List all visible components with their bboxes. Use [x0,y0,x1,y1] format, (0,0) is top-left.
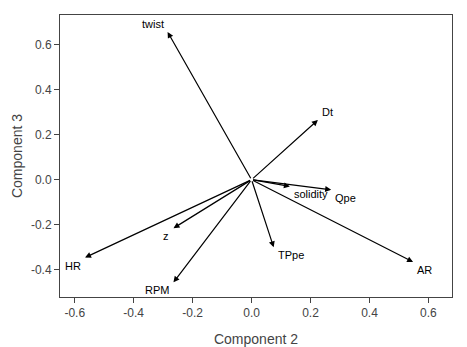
svg-text:0.6: 0.6 [420,306,437,320]
svg-text:HR: HR [65,260,81,272]
svg-text:twist: twist [142,18,164,30]
svg-text:-0.4: -0.4 [123,306,144,320]
svg-text:z: z [163,230,169,242]
svg-text:0.4: 0.4 [361,306,378,320]
svg-text:-0.2: -0.2 [31,218,52,232]
svg-text:0.6: 0.6 [35,38,52,52]
svg-text:-0.4: -0.4 [31,263,52,277]
svg-text:solidity: solidity [294,188,328,200]
svg-text:0.4: 0.4 [35,83,52,97]
svg-text:0.0: 0.0 [243,306,260,320]
svg-text:TPpe: TPpe [278,249,304,261]
svg-text:Qpe: Qpe [335,192,356,204]
svg-text:0.2: 0.2 [35,128,52,142]
svg-text:-0.6: -0.6 [64,306,85,320]
svg-text:Component 2: Component 2 [214,331,298,347]
svg-text:0.0: 0.0 [35,173,52,187]
svg-text:RPM: RPM [145,284,169,296]
svg-text:AR: AR [417,264,432,276]
svg-text:0.2: 0.2 [302,306,319,320]
svg-text:-0.2: -0.2 [182,306,203,320]
svg-text:Dt: Dt [322,106,333,118]
svg-text:Component 3: Component 3 [9,114,25,198]
